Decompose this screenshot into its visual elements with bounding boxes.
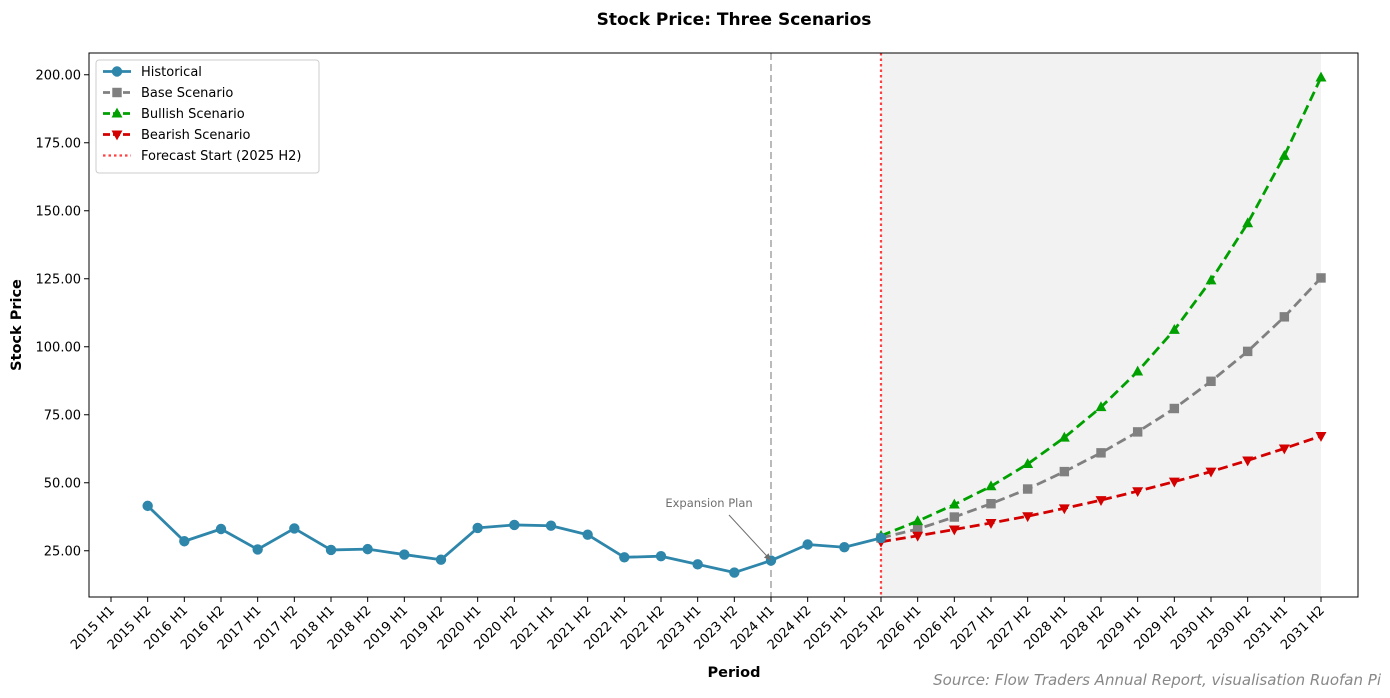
data-point xyxy=(619,552,630,563)
legend-marker xyxy=(112,87,122,98)
data-point xyxy=(1205,467,1217,478)
data-point xyxy=(1206,376,1216,387)
data-point xyxy=(1095,496,1107,507)
y-tick-label: 200.00 xyxy=(36,68,82,83)
data-point xyxy=(948,498,960,509)
series-base-scenario xyxy=(876,273,1326,543)
legend-item-bearish-scenario: Bearish Scenario xyxy=(103,128,251,143)
y-tick-label: 125.00 xyxy=(36,272,82,287)
data-point xyxy=(802,539,813,550)
data-point xyxy=(1059,466,1070,477)
series-layer xyxy=(142,71,1327,578)
data-point xyxy=(1132,365,1144,376)
series-historical xyxy=(142,500,887,578)
data-point xyxy=(839,542,850,553)
legend-label: Base Scenario xyxy=(141,86,233,101)
data-point xyxy=(1132,487,1144,498)
data-point xyxy=(179,536,190,547)
data-point xyxy=(1168,477,1180,488)
legend-label: Forecast Start (2025 H2) xyxy=(141,149,301,164)
legend-marker xyxy=(111,66,123,77)
data-point xyxy=(985,480,997,491)
legend: Historical Base Scenario Bullish Scenario B… xyxy=(95,59,320,174)
data-point xyxy=(1315,71,1327,82)
y-tick-label: 150.00 xyxy=(36,204,82,219)
data-point xyxy=(875,532,887,544)
data-point xyxy=(1169,403,1180,414)
y-axis-title: Stock Price xyxy=(9,279,25,371)
y-tick-label: 25.00 xyxy=(44,544,81,559)
data-point xyxy=(1278,444,1290,455)
source-note: Source: Flow Traders Annual Report, visu… xyxy=(933,671,1382,689)
data-point xyxy=(1095,401,1107,412)
legend-item-historical: Historical xyxy=(103,65,202,80)
data-point xyxy=(1022,484,1033,494)
data-point xyxy=(142,500,153,512)
data-point xyxy=(399,549,410,560)
data-point xyxy=(912,515,924,526)
legend-item-forecast-start-2025-h2: Forecast Start (2025 H2) xyxy=(103,149,301,164)
plot-frame xyxy=(88,52,1359,598)
data-point xyxy=(948,525,960,536)
annotation-arrowhead xyxy=(763,553,771,561)
y-tick-label: 175.00 xyxy=(36,136,82,151)
data-point xyxy=(1096,448,1106,458)
data-point xyxy=(1132,427,1143,437)
legend-marker xyxy=(111,107,123,118)
legend-box xyxy=(95,59,320,174)
annotation-layer: Expansion Plan xyxy=(665,496,771,561)
data-point xyxy=(582,529,593,540)
chart-title: Stock Price: Three Scenarios xyxy=(597,10,872,30)
legend-label: Bullish Scenario xyxy=(141,107,245,122)
annotation-arrow xyxy=(728,514,768,557)
data-point xyxy=(1022,512,1034,523)
data-point xyxy=(1278,149,1290,160)
data-point xyxy=(1242,217,1254,228)
data-point xyxy=(1242,456,1254,467)
data-point xyxy=(729,567,740,578)
data-point xyxy=(1205,274,1217,285)
forecast-region xyxy=(881,53,1321,597)
y-tick-label: 75.00 xyxy=(44,408,81,423)
data-point xyxy=(692,559,703,570)
data-point xyxy=(289,523,300,534)
data-point xyxy=(1279,312,1290,322)
data-point xyxy=(1058,504,1070,515)
data-point xyxy=(252,544,263,555)
legend-label: Bearish Scenario xyxy=(141,128,251,143)
y-tick-label: 50.00 xyxy=(44,476,81,491)
data-point xyxy=(509,519,520,531)
reference-lines xyxy=(770,53,883,597)
data-point xyxy=(1315,431,1327,442)
data-point xyxy=(949,512,960,522)
data-point xyxy=(362,543,373,555)
y-axis: 25.00 50.00 75.00 100.00 125.00 150.00 175.00 2… xyxy=(36,68,89,559)
data-point xyxy=(435,554,447,565)
data-point xyxy=(1058,431,1070,442)
legend-label: Historical xyxy=(141,65,202,80)
data-point xyxy=(215,523,227,535)
legend-item-bullish-scenario: Bullish Scenario xyxy=(103,107,245,122)
legend-item-base-scenario: Base Scenario xyxy=(103,86,233,101)
data-point xyxy=(655,551,667,562)
data-point xyxy=(1316,273,1326,283)
data-point xyxy=(985,519,997,529)
x-axis-title: Period xyxy=(708,665,761,681)
data-point xyxy=(912,531,924,542)
data-point xyxy=(472,522,483,534)
data-point xyxy=(1168,324,1180,334)
data-point xyxy=(986,498,996,509)
data-point xyxy=(325,544,337,556)
annotation-expansion-plan: Expansion Plan xyxy=(665,496,752,510)
data-point xyxy=(1242,346,1253,357)
y-tick-label: 100.00 xyxy=(36,340,82,355)
data-point xyxy=(1022,458,1034,468)
legend-marker xyxy=(111,130,123,141)
data-point xyxy=(545,520,557,531)
